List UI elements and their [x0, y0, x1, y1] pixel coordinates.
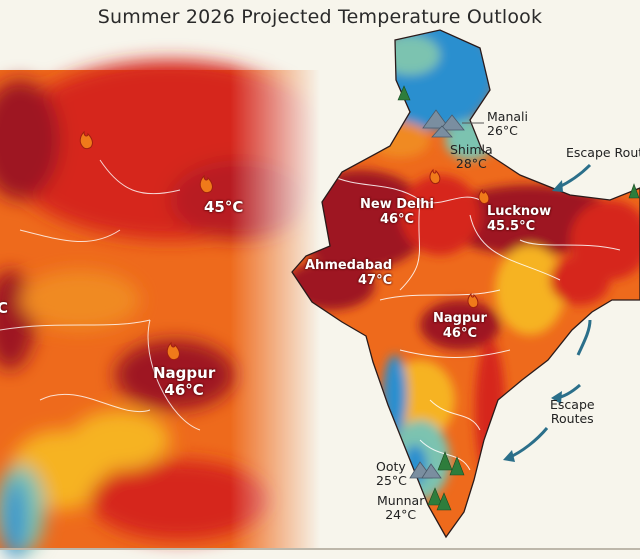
zoom-temp-label: 45°C [204, 199, 243, 216]
city-label-new-delhi: New Delhi 46°C [360, 197, 434, 227]
flame-icon [166, 341, 180, 361]
page-title: Summer 2026 Projected Temperature Outloo… [97, 6, 543, 28]
temp-value: 24°C [385, 507, 417, 522]
mountain-icon [439, 114, 465, 131]
escape-arrow [507, 427, 549, 460]
tree-icon [427, 487, 443, 506]
temp-value: 28°C [455, 156, 487, 171]
flame-icon [429, 168, 441, 185]
mountain-icon [422, 109, 450, 129]
temp-value: 25°C [376, 473, 407, 488]
city-name: Manali [487, 109, 528, 124]
india-outline [291, 29, 640, 539]
city-label-shimla: Shimla 28°C [450, 143, 493, 171]
temp-value: 47°C [358, 273, 393, 288]
city-name: Nagpur [433, 311, 487, 326]
city-name: Ahmedabad [305, 258, 393, 273]
temp-value: 46°C [379, 212, 415, 227]
zoom-partial-label: C [0, 299, 9, 317]
city-label-ooty: Ooty 25°C [376, 460, 407, 488]
city-label-lucknow: Lucknow 45.5°C [487, 204, 551, 234]
frame-border [0, 548, 640, 550]
temp-value: 45.5°C [487, 219, 536, 234]
escape-arrow [576, 319, 592, 356]
temp-value: 45°C [204, 198, 244, 216]
zoom-city-label-nagpur: Nagpur 46°C [153, 365, 215, 399]
city-label-munnar: Munnar 24°C [377, 494, 424, 522]
escape-routes-label: Escape Routes [550, 397, 595, 426]
tree-icon [397, 85, 411, 101]
city-label-manali: Manali 26°C [487, 110, 528, 138]
city-name: Nagpur [153, 364, 216, 382]
flame-icon [79, 130, 93, 150]
tree-icon [449, 456, 465, 476]
tree-icon [628, 183, 640, 199]
city-name: New Delhi [360, 197, 435, 212]
city-name: Lucknow [487, 204, 552, 219]
temp-value: 26°C [487, 123, 518, 138]
escape-routes-label: Escape Routes [566, 145, 640, 160]
city-name: Ooty [376, 459, 406, 474]
city-label-nagpur: Nagpur 46°C [433, 311, 487, 341]
flame-icon [478, 188, 490, 205]
city-name: Shimla [450, 142, 493, 157]
city-name: Munnar [377, 493, 425, 508]
tree-icon [436, 492, 452, 511]
mountain-icon [421, 463, 442, 479]
city-label-ahmedabad: Ahmedabad 47°C [305, 258, 392, 288]
flame-icon [467, 292, 479, 309]
temp-value: 46°C [442, 326, 478, 341]
mountain-icon [431, 125, 453, 138]
temp-value: 46°C [164, 381, 204, 399]
zoom-panel [0, 60, 340, 559]
flame-icon [199, 174, 213, 194]
tree-icon [437, 451, 453, 471]
